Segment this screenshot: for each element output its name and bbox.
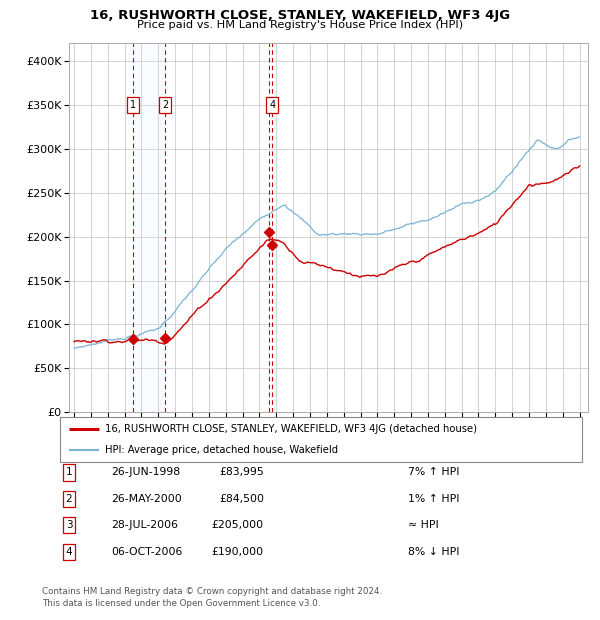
Text: 1: 1 [65, 467, 73, 477]
Text: 8% ↓ HPI: 8% ↓ HPI [408, 547, 460, 557]
Text: 26-MAY-2000: 26-MAY-2000 [111, 494, 182, 504]
Text: 2: 2 [65, 494, 73, 504]
Text: £205,000: £205,000 [212, 520, 264, 530]
Text: 06-OCT-2006: 06-OCT-2006 [111, 547, 182, 557]
Bar [133, 43, 165, 412]
Text: 16, RUSHWORTH CLOSE, STANLEY, WAKEFIELD, WF3 4JG (detached house): 16, RUSHWORTH CLOSE, STANLEY, WAKEFIELD,… [105, 424, 477, 434]
Text: 2: 2 [162, 100, 168, 110]
Text: HPI: Average price, detached house, Wakefield: HPI: Average price, detached house, Wake… [105, 445, 338, 454]
Text: Contains HM Land Registry data © Crown copyright and database right 2024.: Contains HM Land Registry data © Crown c… [42, 587, 382, 596]
Text: Price paid vs. HM Land Registry's House Price Index (HPI): Price paid vs. HM Land Registry's House … [137, 20, 463, 30]
Text: 7% ↑ HPI: 7% ↑ HPI [408, 467, 460, 477]
Text: £190,000: £190,000 [212, 547, 264, 557]
Text: 28-JUL-2006: 28-JUL-2006 [111, 520, 178, 530]
Text: £84,500: £84,500 [219, 494, 264, 504]
Text: 4: 4 [65, 547, 73, 557]
Text: ≈ HPI: ≈ HPI [408, 520, 439, 530]
Text: 1: 1 [130, 100, 136, 110]
Text: 26-JUN-1998: 26-JUN-1998 [111, 467, 180, 477]
Text: This data is licensed under the Open Government Licence v3.0.: This data is licensed under the Open Gov… [42, 598, 320, 608]
Text: 16, RUSHWORTH CLOSE, STANLEY, WAKEFIELD, WF3 4JG: 16, RUSHWORTH CLOSE, STANLEY, WAKEFIELD,… [90, 9, 510, 22]
Text: 3: 3 [65, 520, 73, 530]
Text: 4: 4 [269, 100, 275, 110]
Text: £83,995: £83,995 [219, 467, 264, 477]
Text: 1% ↑ HPI: 1% ↑ HPI [408, 494, 460, 504]
